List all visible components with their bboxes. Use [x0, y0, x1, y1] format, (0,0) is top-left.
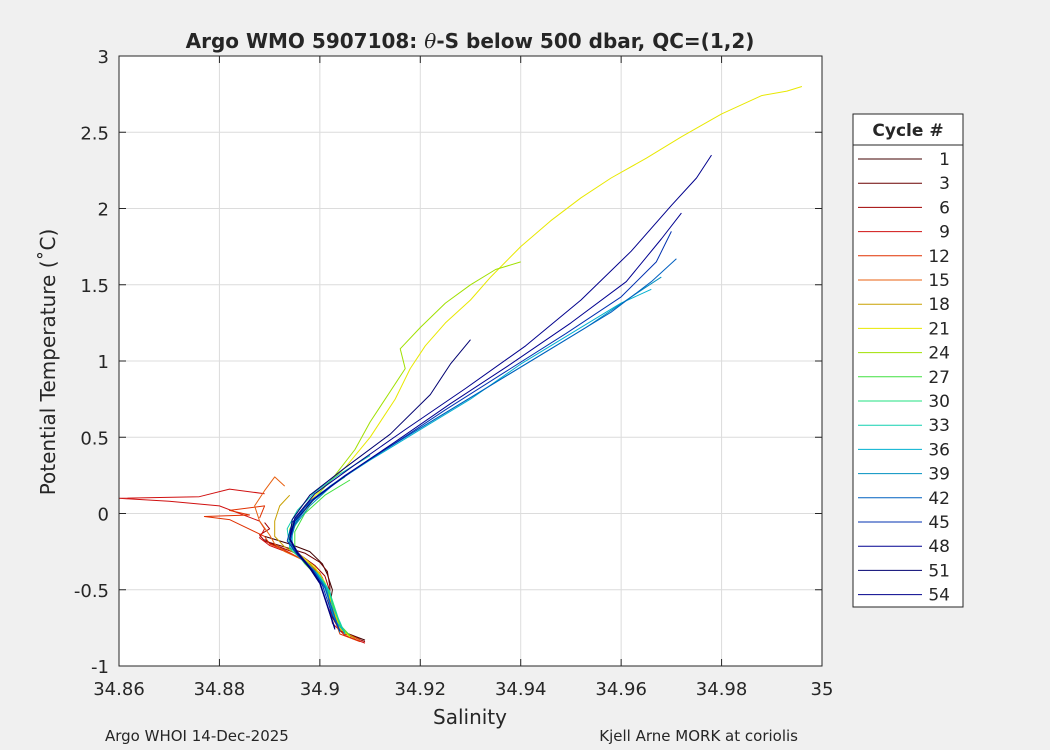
- legend: Cycle # 13691215182124273033363942454851…: [852, 113, 964, 608]
- title-suffix: -S below 500 dbar, QC=(1,2): [436, 29, 754, 53]
- x-tick-label: 34.94: [495, 679, 547, 700]
- x-tick-label: 34.88: [194, 679, 246, 700]
- chart-title: Argo WMO 5907108: θ-S below 500 dbar, QC…: [186, 29, 755, 53]
- legend-entry-label: 15: [928, 271, 950, 291]
- footer-left: Argo WHOI 14-Dec-2025: [105, 727, 289, 745]
- legend-entry-label: 24: [928, 344, 950, 364]
- series-layer: [118, 86, 803, 644]
- title-theta: θ: [424, 29, 436, 53]
- x-tick-label: 34.98: [696, 679, 748, 700]
- x-axis-label: Salinity: [433, 705, 507, 729]
- legend-entry-label: 30: [928, 392, 950, 412]
- y-tick-label: 2: [98, 200, 109, 221]
- title-prefix: Argo WMO 5907108:: [186, 29, 425, 53]
- legend-entry-label: 12: [928, 247, 950, 267]
- y-tick-label: 0: [98, 505, 109, 526]
- series-line-15: [289, 258, 677, 632]
- legend-entry-label: 42: [928, 489, 950, 509]
- y-tick-label: 2.5: [80, 123, 109, 144]
- legend-entry-label: 3: [939, 174, 950, 194]
- y-axis-label: Potential Temperature (˚C): [36, 229, 60, 496]
- legend-entry-label: 33: [928, 416, 950, 436]
- legend-entry-label: 36: [928, 440, 950, 460]
- series-line-16: [286, 231, 672, 632]
- legend-entry-label: 27: [928, 368, 950, 388]
- legend-entry-label: 45: [928, 513, 950, 533]
- y-tick-label: 1: [98, 352, 109, 373]
- legend-title: Cycle #: [872, 121, 943, 141]
- x-tick-label: 35: [811, 679, 834, 700]
- y-tick-label: 3: [98, 47, 109, 68]
- footer-right: Kjell Arne MORK at coriolis: [599, 727, 798, 745]
- legend-entry-label: 18: [928, 295, 950, 315]
- x-tick-label: 34.86: [93, 679, 145, 700]
- ticks: 34.86 34.88 34.9 34.92 34.94 34.96 34.98 35 -1 -0…: [74, 47, 834, 700]
- legend-entry-label: 54: [928, 586, 950, 606]
- legend-entry-label: 1: [939, 150, 950, 170]
- x-tick-label: 34.9: [300, 679, 340, 700]
- series-line-19: [289, 154, 712, 629]
- y-tick-label: -1: [91, 657, 109, 678]
- x-tick-label: 34.92: [395, 679, 447, 700]
- series-line-8: [289, 86, 803, 638]
- legend-entry-label: 6: [939, 198, 950, 218]
- y-tick-label: 0.5: [80, 428, 109, 449]
- legend-entry-label: 21: [928, 319, 950, 339]
- legend-entry-label: 9: [939, 223, 950, 243]
- legend-entry-label: 39: [928, 465, 950, 485]
- y-tick-label: 1.5: [80, 276, 109, 297]
- legend-entry-label: 48: [928, 537, 950, 557]
- x-tick-label: 34.96: [595, 679, 647, 700]
- y-tick-label: -0.5: [74, 581, 109, 602]
- legend-entry-label: 51: [928, 561, 950, 581]
- legend-box: [852, 113, 964, 608]
